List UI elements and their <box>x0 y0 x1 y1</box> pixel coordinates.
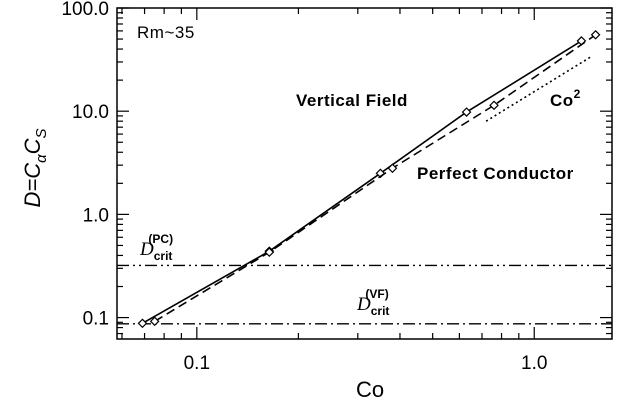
y-axis-title-mid: C <box>20 138 45 154</box>
y-tick-label-2: 10.0 <box>72 102 109 123</box>
reference-line-label: Co2 <box>550 87 581 110</box>
data-point-dashed-2 <box>387 163 398 174</box>
hline-label-vf-main: D <box>356 294 371 315</box>
data-point-solid-3 <box>461 107 472 117</box>
x-tick-label-0: 0.1 <box>184 353 210 374</box>
hline-label-vf-sub: crit <box>371 304 390 318</box>
data-point-dashed-0 <box>149 316 160 327</box>
data-point-dashed-4 <box>590 29 601 40</box>
y-axis-title-sub2: S <box>33 128 50 138</box>
annotation-vertical-field: Vertical Field <box>296 91 408 110</box>
hline-label-vf: Dcrit (VF) <box>356 287 389 318</box>
x-tick-label-1: 1.0 <box>521 353 547 374</box>
annotation-perfect-conductor: Perfect Conductor <box>417 164 574 183</box>
reference-line-co2 <box>485 55 593 122</box>
hline-label-pc-main: D <box>139 239 154 260</box>
y-axis-title: D=CαCS <box>20 128 50 207</box>
data-point-solid-0 <box>137 318 148 329</box>
x-axis-title: Co <box>356 377 384 402</box>
reference-line-label-main: Co <box>550 91 574 110</box>
y-tick-label-0: 0.1 <box>83 309 109 330</box>
hline-label-pc-sup: (PC) <box>148 232 173 246</box>
annotation-rm: Rm~35 <box>137 23 195 42</box>
y-axis-title-main: D=C <box>20 163 45 208</box>
data-point-dashed-3 <box>489 100 499 111</box>
data-point-dashed-1 <box>264 247 275 258</box>
y-axis-title-sub1: α <box>33 154 50 163</box>
hline-label-pc-sub: crit <box>154 249 173 263</box>
hline-label-vf-sup: (VF) <box>365 287 388 301</box>
plot-frame <box>116 7 613 340</box>
y-tick-label-1: 1.0 <box>83 205 109 226</box>
y-tick-label-3: 100.0 <box>61 0 109 20</box>
hline-label-pc: Dcrit (PC) <box>139 232 173 263</box>
reference-line-label-sup: 2 <box>574 87 581 101</box>
